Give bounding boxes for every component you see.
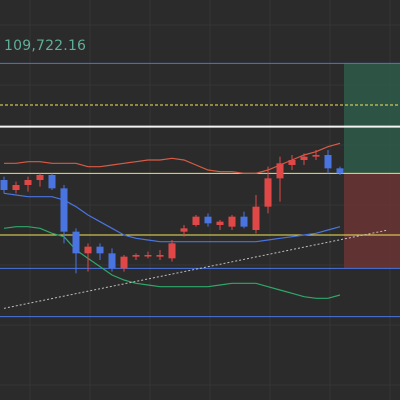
candle-body [0, 180, 8, 190]
candle [252, 195, 260, 234]
candle-body [36, 175, 44, 180]
candle-body [60, 188, 68, 232]
upper-band-line [4, 142, 341, 174]
stop-loss-zone [344, 173, 400, 269]
candle [120, 255, 128, 272]
trendline-segment[interactable] [3, 229, 389, 309]
profit-zone [344, 63, 400, 174]
candle-body [252, 206, 260, 230]
candle [312, 150, 320, 160]
candle-body [12, 185, 20, 190]
price-readout: 109,722.16 [4, 38, 87, 54]
candle [108, 248, 116, 272]
candle-body [288, 160, 296, 165]
candle-body [228, 216, 236, 227]
candle-body [108, 253, 116, 269]
candle-body [144, 255, 152, 257]
candle-body [72, 231, 80, 254]
candle [240, 211, 248, 229]
candle-body [84, 246, 92, 254]
candle [144, 251, 152, 259]
candle [12, 181, 20, 194]
candle [228, 215, 236, 230]
lower-band-line [3, 226, 341, 299]
candle-body [240, 216, 248, 227]
candle [336, 166, 344, 175]
long-position-tool[interactable] [344, 63, 400, 269]
candle [204, 213, 212, 227]
candle-body [324, 155, 332, 169]
candle-body [204, 216, 212, 224]
candle [156, 250, 164, 260]
candle-body [312, 155, 320, 157]
candle-body [120, 256, 128, 269]
candle [60, 185, 68, 244]
candle [216, 220, 224, 230]
candle-body [96, 246, 104, 254]
candle [264, 166, 272, 214]
candle [0, 176, 8, 194]
candle-body [192, 216, 200, 225]
candle-body [216, 221, 224, 225]
candle-body [180, 228, 188, 232]
candle-body [276, 163, 284, 179]
candle [96, 243, 104, 260]
candle-body [24, 180, 32, 185]
horizontal-levels[interactable] [0, 62, 400, 318]
candle [324, 150, 332, 174]
candle [180, 225, 188, 237]
candle [84, 243, 92, 272]
candle-body [156, 255, 164, 257]
candle-body [264, 178, 272, 207]
candles [0, 150, 344, 274]
candle [168, 240, 176, 262]
candle-body [336, 168, 344, 174]
candle [192, 215, 200, 227]
candle [288, 155, 296, 170]
candle [24, 176, 32, 192]
candle [36, 173, 44, 187]
candle-body [300, 156, 308, 160]
candle [48, 173, 56, 190]
candle-body [48, 175, 56, 189]
candle [132, 253, 140, 260]
candle [300, 153, 308, 165]
candle-body [168, 243, 176, 259]
candle [276, 156, 284, 202]
candle-body [132, 255, 140, 257]
trendline[interactable] [3, 229, 389, 309]
candle [72, 228, 80, 274]
